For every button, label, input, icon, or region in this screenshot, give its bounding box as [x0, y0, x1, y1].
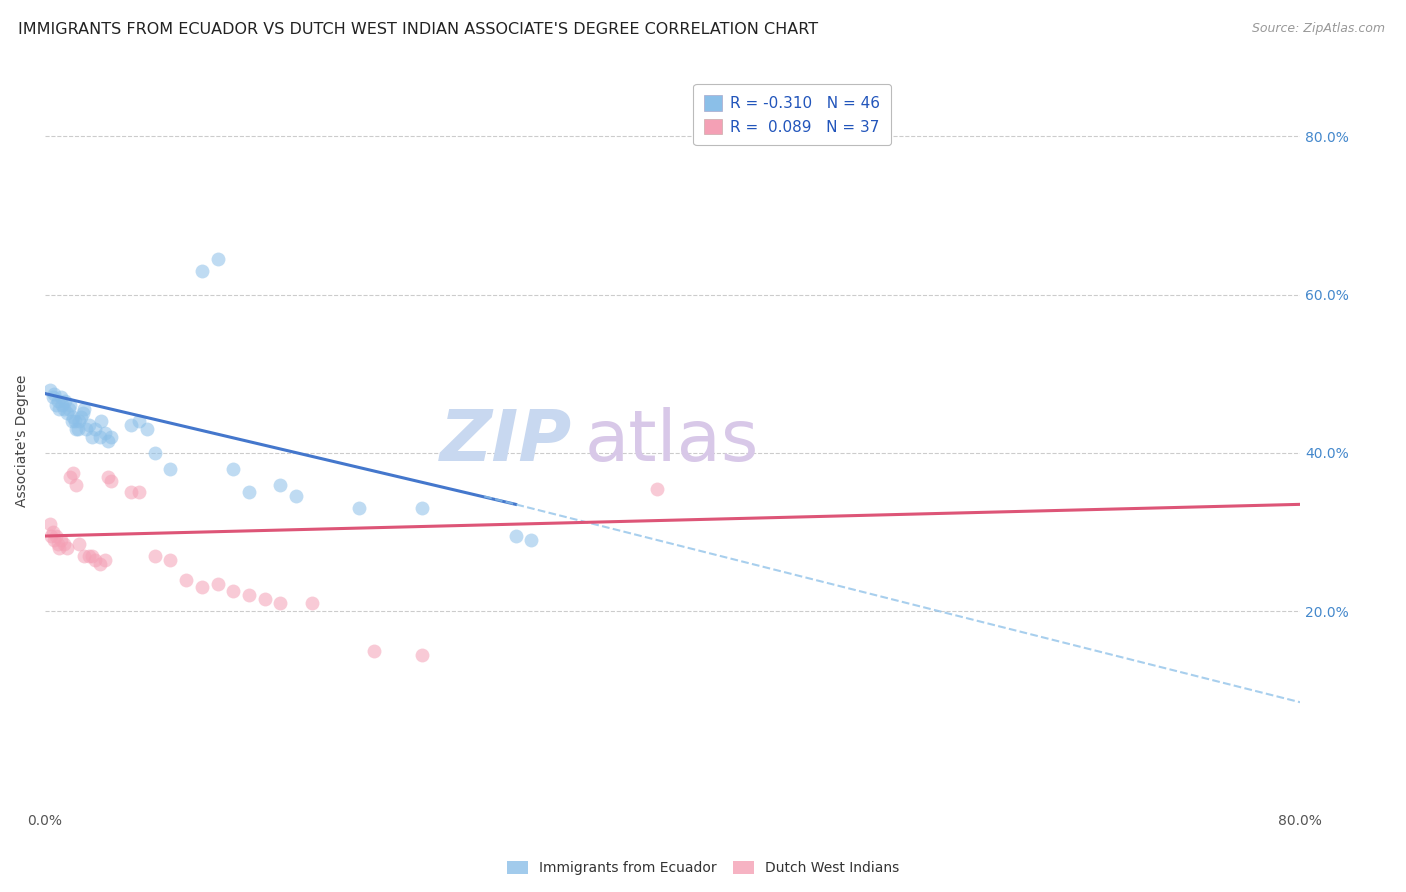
Point	[53, 394, 76, 409]
Point	[143, 549, 166, 563]
Point	[39, 529, 62, 543]
Point	[56, 541, 79, 555]
Point	[38, 517, 60, 532]
Point	[159, 553, 181, 567]
Point	[89, 557, 111, 571]
Point	[411, 648, 433, 662]
Point	[97, 469, 120, 483]
Text: ZIP: ZIP	[440, 407, 572, 475]
Point	[191, 264, 214, 278]
Point	[60, 414, 83, 428]
Point	[128, 414, 150, 428]
Point	[45, 529, 67, 543]
Point	[44, 386, 66, 401]
Point	[238, 485, 260, 500]
Point	[520, 533, 543, 547]
Point	[58, 402, 80, 417]
Point	[363, 644, 385, 658]
Point	[45, 398, 67, 412]
Point	[69, 414, 91, 428]
Point	[222, 584, 245, 599]
Point	[44, 533, 66, 547]
Point	[84, 553, 107, 567]
Point	[63, 414, 86, 428]
Point	[143, 446, 166, 460]
Point	[75, 422, 97, 436]
Text: IMMIGRANTS FROM ECUADOR VS DUTCH WEST INDIAN ASSOCIATE'S DEGREE CORRELATION CHAR: IMMIGRANTS FROM ECUADOR VS DUTCH WEST IN…	[18, 22, 818, 37]
Point	[52, 537, 75, 551]
Point	[42, 524, 65, 539]
Point	[174, 573, 197, 587]
Point	[93, 553, 115, 567]
Point	[70, 410, 93, 425]
Point	[136, 422, 159, 436]
Point	[48, 402, 70, 417]
Point	[100, 430, 122, 444]
Point	[69, 537, 91, 551]
Point	[347, 501, 370, 516]
Point	[301, 596, 323, 610]
Point	[66, 422, 89, 436]
Point	[77, 418, 100, 433]
Point	[46, 394, 69, 409]
Point	[59, 398, 82, 412]
Text: Source: ZipAtlas.com: Source: ZipAtlas.com	[1251, 22, 1385, 36]
Point	[77, 549, 100, 563]
Text: atlas: atlas	[585, 407, 759, 475]
Point	[100, 474, 122, 488]
Point	[269, 477, 291, 491]
Point	[49, 533, 72, 547]
Point	[62, 466, 84, 480]
Point	[120, 418, 142, 433]
Point	[120, 485, 142, 500]
Point	[285, 490, 308, 504]
Point	[159, 461, 181, 475]
Point	[128, 485, 150, 500]
Point	[49, 391, 72, 405]
Point	[93, 426, 115, 441]
Point	[253, 592, 276, 607]
Point	[65, 477, 87, 491]
Point	[411, 501, 433, 516]
Point	[90, 414, 112, 428]
Point	[56, 406, 79, 420]
Point	[51, 398, 73, 412]
Point	[72, 406, 94, 420]
Point	[207, 576, 229, 591]
Point	[73, 549, 96, 563]
Point	[191, 581, 214, 595]
Point	[42, 391, 65, 405]
Point	[84, 422, 107, 436]
Point	[89, 430, 111, 444]
Point	[238, 588, 260, 602]
Point	[80, 430, 103, 444]
Point	[505, 529, 527, 543]
Legend: R = -0.310   N = 46, R =  0.089   N = 37: R = -0.310 N = 46, R = 0.089 N = 37	[693, 85, 891, 145]
Point	[59, 469, 82, 483]
Point	[52, 402, 75, 417]
Y-axis label: Associate's Degree: Associate's Degree	[15, 375, 30, 508]
Point	[46, 537, 69, 551]
Point	[62, 410, 84, 425]
Point	[97, 434, 120, 448]
Point	[38, 383, 60, 397]
Point	[48, 541, 70, 555]
Point	[207, 252, 229, 266]
Point	[269, 596, 291, 610]
Point	[645, 482, 668, 496]
Point	[65, 422, 87, 436]
Point	[80, 549, 103, 563]
Point	[222, 461, 245, 475]
Legend: Immigrants from Ecuador, Dutch West Indians: Immigrants from Ecuador, Dutch West Indi…	[501, 855, 905, 880]
Point	[73, 402, 96, 417]
